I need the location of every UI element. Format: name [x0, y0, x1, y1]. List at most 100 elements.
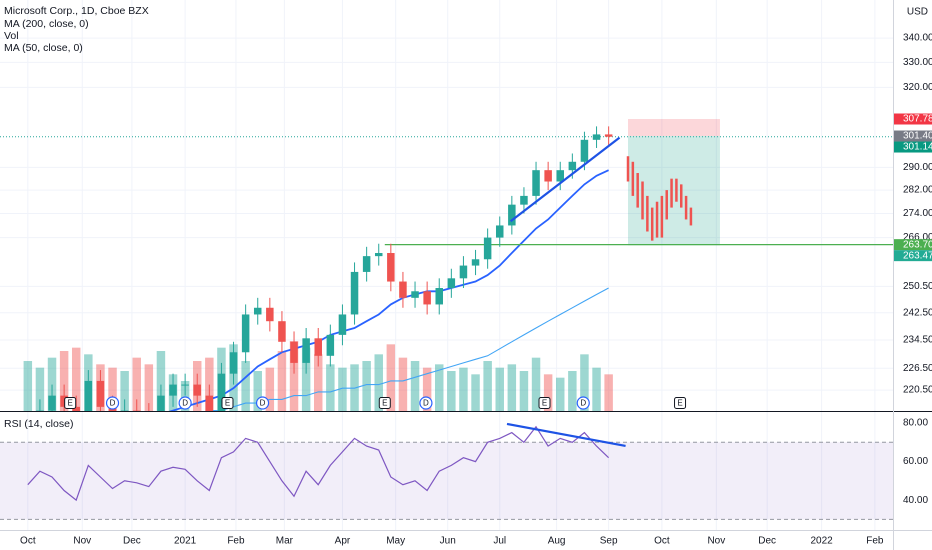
y-tick-label: 282.00 — [903, 185, 932, 196]
volume-bar — [374, 354, 383, 411]
price-label-bg — [894, 141, 932, 153]
volume-bar — [47, 357, 57, 411]
volume-bar — [265, 367, 275, 411]
candle-body — [253, 307, 262, 315]
volume-bar — [180, 381, 190, 411]
volume-bar — [592, 367, 601, 411]
event-badge — [378, 397, 391, 409]
candle-body — [411, 291, 419, 298]
candle-body — [290, 341, 298, 363]
volume-bar — [23, 361, 33, 411]
y-tick-label: 320.00 — [903, 82, 932, 93]
legend-entry: MA (200, close, 0) — [4, 18, 89, 30]
event-badge — [221, 397, 234, 409]
rsi-pane — [0, 422, 893, 520]
volume-bar — [483, 361, 492, 411]
x-tick-label: Oct — [20, 536, 36, 547]
event-label: E — [225, 399, 230, 408]
candle-body — [435, 288, 443, 305]
y-tick-label: 274.00 — [903, 208, 932, 219]
price-label-bg — [894, 130, 932, 142]
x-tick-label: Jun — [440, 536, 456, 547]
volume-bar — [543, 374, 553, 411]
candle-body — [229, 352, 238, 374]
candle-body — [483, 237, 492, 260]
legend-entry: RSI (14, close) — [4, 418, 73, 430]
event-label: E — [382, 399, 387, 408]
y-tick-label: 340.00 — [903, 33, 932, 44]
volume-bar — [459, 367, 468, 411]
event-badge — [538, 397, 551, 409]
volume-bar — [447, 371, 456, 411]
candle-body — [48, 395, 56, 411]
volume-bar — [71, 347, 81, 411]
candle-body — [72, 406, 80, 411]
candle-body — [96, 380, 105, 407]
volume-bar — [277, 351, 287, 411]
event-label: E — [542, 399, 547, 408]
volume-bar — [205, 357, 214, 411]
x-tick-label: 2021 — [174, 536, 197, 547]
legend-entry: MA (50, close, 0) — [4, 42, 83, 54]
volume-bar — [108, 367, 117, 411]
moving-average — [206, 287, 609, 411]
volume-bar — [519, 371, 529, 411]
candle-body — [580, 139, 589, 162]
volume-bar — [59, 351, 69, 411]
volume-bar — [580, 354, 589, 411]
volume-bar — [398, 357, 408, 411]
event-badge — [64, 397, 77, 409]
event-label: D — [580, 399, 586, 408]
volume-bar — [132, 357, 141, 411]
candle-body — [544, 170, 552, 182]
trendline — [509, 136, 621, 223]
volume-bar — [507, 364, 517, 411]
candle-body — [423, 291, 431, 305]
price-label: 301.14 — [903, 142, 932, 153]
candle-body — [266, 307, 274, 322]
candle-body — [495, 225, 504, 238]
candle-body — [132, 410, 141, 411]
x-tick-label: Dec — [123, 536, 141, 547]
volume-bar — [362, 361, 371, 411]
volume-bar — [568, 371, 577, 411]
price-label-bg — [894, 250, 932, 262]
candle-body — [181, 384, 189, 386]
event-badge — [255, 396, 270, 410]
volume-bar — [301, 347, 311, 411]
volume-bar — [604, 374, 613, 411]
candle-body — [604, 134, 613, 137]
candle-body — [169, 384, 177, 396]
price-label-bg — [894, 113, 932, 125]
candle-body — [362, 256, 371, 272]
candle-body — [326, 334, 335, 356]
event-badge — [576, 396, 590, 410]
event-label: D — [110, 399, 116, 408]
candle-body — [241, 314, 250, 353]
y-tick-label: 242.50 — [903, 307, 932, 318]
volume-bar — [531, 357, 541, 411]
event-label: E — [68, 399, 73, 408]
y-tick-label: 250.50 — [903, 281, 932, 292]
legend-entry: Vol — [4, 30, 19, 42]
price-label: 263.47 — [903, 250, 932, 261]
volume-bar — [253, 371, 262, 411]
x-tick-label: May — [386, 536, 405, 547]
y-tick-label: 80.00 — [903, 418, 928, 429]
candle-body — [532, 170, 540, 196]
x-tick-label: Aug — [548, 536, 566, 547]
volume-bar — [410, 361, 420, 411]
volume-bar — [120, 371, 129, 411]
y-tick-label: 226.50 — [903, 363, 932, 374]
event-label: E — [677, 399, 682, 408]
candle-body — [278, 321, 286, 342]
trendline — [506, 422, 626, 448]
candle-body — [471, 259, 480, 266]
volume-bar — [495, 367, 504, 411]
event-badge — [178, 396, 192, 410]
candle-body — [508, 204, 516, 226]
event-label: D — [182, 399, 188, 408]
event-label: D — [260, 399, 266, 408]
candle-body — [374, 253, 383, 257]
